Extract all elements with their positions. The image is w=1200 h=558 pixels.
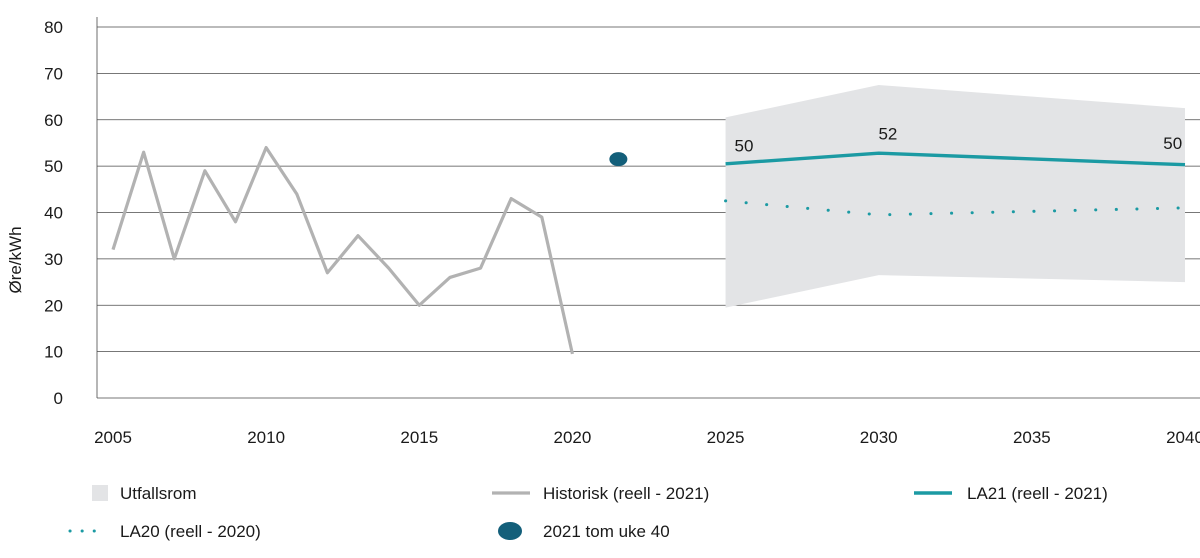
x-tick-label: 2035 — [1013, 428, 1051, 447]
y-tick-label: 30 — [44, 250, 63, 269]
gridlines — [97, 26, 1200, 353]
legend-label: 2021 tom uke 40 — [543, 522, 670, 541]
y-tick-label: 10 — [44, 343, 63, 362]
series-la21-line — [725, 151, 1186, 167]
data-label: 50 — [734, 136, 753, 155]
data-label: 52 — [878, 125, 897, 144]
outcome-band — [725, 84, 1185, 308]
series-group — [111, 145, 1187, 355]
legend: Utfallsrom Historisk (reell - 2021) LA21 (… — [68, 484, 1108, 541]
legend-swatch-2021-point — [498, 522, 522, 540]
legend-label: Utfallsrom — [120, 484, 197, 503]
y-tick-label: 70 — [44, 64, 63, 83]
y-axis-label: Øre/kWh — [6, 226, 25, 293]
point-group — [609, 152, 628, 167]
y-tick-label: 60 — [44, 111, 63, 130]
legend-label: LA21 (reell - 2021) — [967, 484, 1108, 503]
annotations: 50 52 50 — [734, 125, 1182, 156]
x-tick-label: 2005 — [94, 428, 132, 447]
x-tick-label: 2040 — [1166, 428, 1200, 447]
data-label: 50 — [1163, 134, 1182, 153]
legend-label: LA20 (reell - 2020) — [120, 522, 261, 541]
band-utfallsrom — [725, 84, 1185, 308]
x-tick-label: 2015 — [400, 428, 438, 447]
x-tick-label: 2025 — [707, 428, 745, 447]
y-tick-label: 50 — [44, 157, 63, 176]
y-tick-label: 80 — [44, 18, 63, 37]
legend-swatch-utfallsrom — [92, 485, 108, 501]
x-tick-label: 2010 — [247, 428, 285, 447]
legend-label: Historisk (reell - 2021) — [543, 484, 709, 503]
series-historisk-line — [111, 145, 574, 355]
point-2021-tom-uke-40 — [609, 152, 628, 167]
y-tick-label: 0 — [54, 389, 63, 408]
y-tick-label: 40 — [44, 204, 63, 223]
x-tick-label: 2030 — [860, 428, 898, 447]
x-tick-label: 2020 — [554, 428, 592, 447]
y-tick-label: 20 — [44, 296, 63, 315]
